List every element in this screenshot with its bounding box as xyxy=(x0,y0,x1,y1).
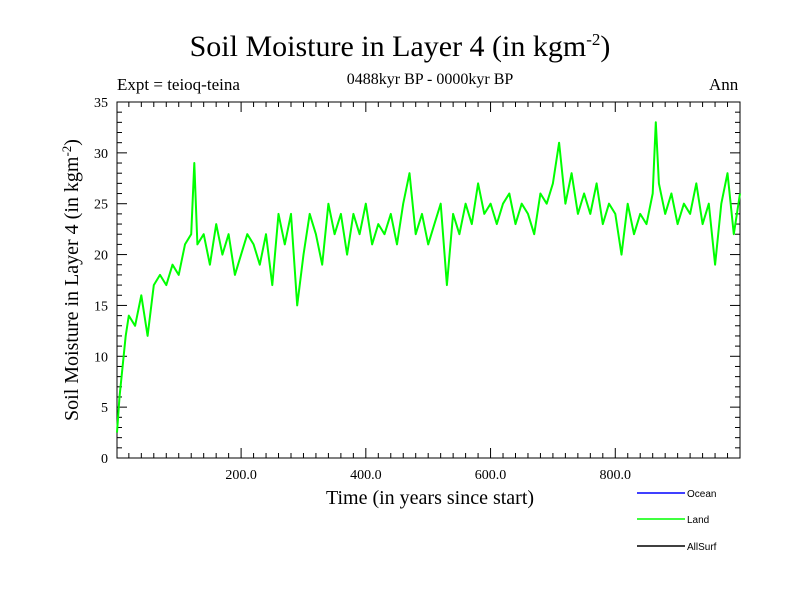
x-axis-title: Time (in years since start) xyxy=(326,487,534,509)
chart-title: Soil Moisture in Layer 4 (in kgm-2) xyxy=(0,30,800,64)
x-tick-label: 600.0 xyxy=(475,468,507,483)
y-tick-label: 0 xyxy=(101,452,108,467)
series-lines xyxy=(116,121,741,433)
plot-frame xyxy=(116,101,741,459)
y-tick-label: 20 xyxy=(94,249,108,264)
x-tick-label: 200.0 xyxy=(225,468,257,483)
y-axis-title-superscript: -2 xyxy=(59,146,74,157)
legend-label-allsurf: AllSurf xyxy=(687,542,717,553)
series-line-land xyxy=(116,121,741,433)
y-axis-title-close: ) xyxy=(61,139,83,146)
chart-title-superscript: -2 xyxy=(586,30,601,49)
chart-title-close: ) xyxy=(600,30,611,63)
y-tick-label: 10 xyxy=(94,350,108,365)
chart-subtitle: 0488kyr BP - 0000kyr BP xyxy=(346,71,514,88)
experiment-label: Expt = teioq-teina xyxy=(117,75,240,94)
axis-ticks xyxy=(117,101,740,459)
y-tick-labels: 0 5 10 15 20 25 30 35 xyxy=(94,96,108,467)
y-axis-title-main: Soil Moisture in Layer 4 (in kgm xyxy=(61,156,83,421)
y-tick-label: 25 xyxy=(94,198,108,213)
x-tick-label: 800.0 xyxy=(600,468,632,483)
y-axis-title: Soil Moisture in Layer 4 (in kgm-2) xyxy=(59,139,83,421)
y-tick-label: 5 xyxy=(101,401,108,416)
legend-label-ocean: Ocean xyxy=(687,489,716,500)
x-tick-labels: 200.0 400.0 600.0 800.0 xyxy=(225,468,631,483)
chart-title-main: Soil Moisture in Layer 4 (in kgm xyxy=(189,30,587,63)
season-label: Ann xyxy=(709,75,739,94)
y-tick-label: 35 xyxy=(94,96,108,111)
y-tick-label: 30 xyxy=(94,147,108,162)
x-tick-label: 400.0 xyxy=(350,468,382,483)
y-tick-label: 15 xyxy=(94,299,108,314)
legend: Ocean Land AllSurf xyxy=(637,489,717,553)
legend-label-land: Land xyxy=(687,515,709,526)
